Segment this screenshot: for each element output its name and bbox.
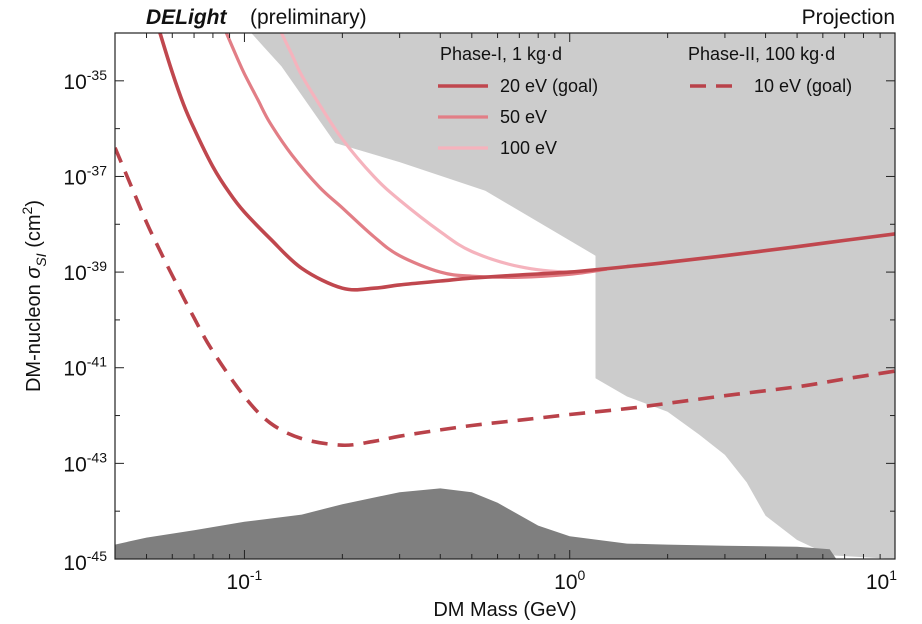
tick-labels: 10-1 100 101 10-35 10-37 10-39 10-41 10-43 10-45 xyxy=(63,67,897,594)
legend-entry: 20 eV (goal) xyxy=(438,76,598,96)
axis-ticks xyxy=(114,32,896,560)
x-axis-label: DM Mass (GeV) xyxy=(433,599,576,621)
y-tick-label: 10-35 xyxy=(63,67,107,94)
x-tick-label: 101 xyxy=(866,567,897,594)
x-tick-label: 10-1 xyxy=(227,567,263,594)
curve-10-ev-goal xyxy=(115,146,895,448)
shaded-regions xyxy=(115,33,895,559)
y-tick-label: 10-39 xyxy=(63,258,107,285)
sensitivity-curves xyxy=(115,33,895,448)
y-tick-label: 10-45 xyxy=(63,548,107,575)
legend-label: 20 eV (goal) xyxy=(500,76,598,96)
preliminary-label: (preliminary) xyxy=(250,6,367,29)
y-axis-label: DM-nucleon σSI (cm2) xyxy=(19,200,49,392)
projection-label: Projection xyxy=(802,6,895,29)
legend-label: 50 eV xyxy=(500,107,547,127)
legend-entry: 50 eV xyxy=(438,107,547,127)
plot-frame xyxy=(114,32,896,560)
y-tick-label: 10-41 xyxy=(63,354,107,381)
x-tick-label: 100 xyxy=(554,567,585,594)
curve-100-ev xyxy=(280,33,607,274)
experiment-title: DELight xyxy=(146,6,227,29)
legend-label: 100 eV xyxy=(500,138,557,158)
y-tick-label: 10-43 xyxy=(63,449,107,476)
excluded-region xyxy=(251,33,895,559)
y-tick-label: 10-37 xyxy=(63,162,107,189)
legend-phase2-title: Phase-II, 100 kg·d xyxy=(688,44,835,64)
legend-phase1-title: Phase-I, 1 kg·d xyxy=(440,44,562,64)
legend-entry: 10 eV (goal) xyxy=(690,76,852,96)
curve-20-ev-goal xyxy=(158,33,895,292)
neutrino-fog xyxy=(115,488,837,559)
legend: Phase-I, 1 kg·d Phase-II, 100 kg·d 20 eV… xyxy=(438,44,852,158)
legend-entry: 100 eV xyxy=(438,138,557,158)
legend-label: 10 eV (goal) xyxy=(754,76,852,96)
